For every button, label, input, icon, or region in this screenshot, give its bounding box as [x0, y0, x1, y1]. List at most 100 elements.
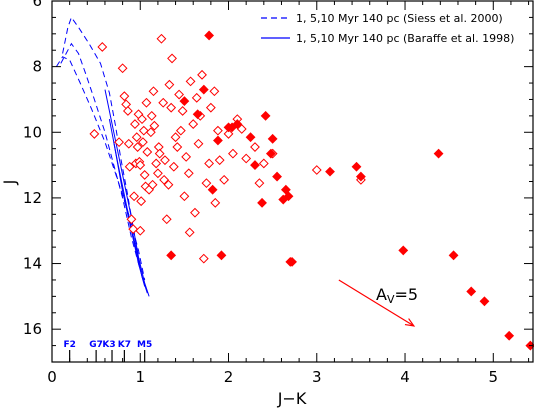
open-diamond-point	[149, 120, 160, 131]
filled-diamond-point	[179, 96, 190, 107]
open-diamond-point	[141, 97, 152, 108]
open-diamond-point	[228, 148, 238, 159]
open-diamond-point	[191, 92, 202, 103]
open-diamond-point	[119, 91, 130, 102]
open-diamond-point	[138, 125, 149, 136]
open-diamond-point	[154, 148, 165, 159]
reddening-arrow-head	[404, 318, 416, 327]
filled-diamond-point	[198, 84, 209, 95]
spectral-type-label: G7	[89, 340, 103, 350]
x-axis-title: J−K	[277, 389, 307, 408]
open-diamond-point	[147, 179, 158, 190]
filled-diamond-point	[351, 161, 362, 172]
reddening-vector: AV=5	[338, 279, 418, 327]
open-diamond-point	[205, 102, 216, 113]
x-tick-label: 1	[135, 368, 145, 386]
open-diamond-point	[126, 214, 137, 225]
filled-diamond-point	[267, 133, 278, 144]
filled-diamond-point	[355, 171, 366, 182]
open-diamond-point	[213, 125, 223, 136]
filled-diamond-point	[287, 256, 297, 267]
open-diamond-point	[153, 168, 163, 179]
reddening-arrow-shaft	[338, 279, 415, 327]
spectral-type-label: K3	[102, 340, 115, 350]
open-diamond-point	[250, 142, 260, 152]
isochrone-track-1	[60, 42, 141, 271]
open-diamond-point	[135, 160, 146, 170]
open-diamond-point	[175, 125, 186, 136]
legend-label-siess: 1, 5,10 Myr 140 pc (Siess et al. 2000)	[296, 12, 503, 25]
filled-diamond-point	[433, 148, 444, 159]
spectral-type-label: K7	[118, 340, 131, 350]
filled-diamond-point	[207, 184, 218, 195]
open-diamond-point	[151, 158, 162, 169]
open-diamond-point	[136, 196, 147, 207]
open-diamond-point	[114, 137, 124, 148]
open-diamond-point	[167, 53, 177, 64]
y-tick-label: 10	[23, 123, 42, 141]
data-points	[89, 30, 534, 351]
open-diamond-point	[172, 142, 183, 152]
open-diamond-point	[128, 224, 139, 234]
open-diamond-point	[123, 138, 134, 149]
reddening-label: AV=5	[376, 285, 418, 306]
open-diamond-point	[209, 86, 220, 97]
open-diamond-point	[311, 165, 322, 175]
open-diamond-point	[122, 106, 133, 116]
x-tick-label: 3	[312, 368, 322, 386]
filled-diamond-point	[272, 171, 282, 182]
filled-diamond-point	[166, 250, 177, 261]
filled-diamond-point	[245, 132, 256, 143]
open-diamond-point	[254, 178, 265, 189]
open-diamond-point	[168, 161, 179, 172]
y-tick-label: 8	[32, 58, 42, 76]
open-diamond-point	[214, 155, 225, 166]
x-tick-label: 2	[224, 368, 234, 386]
open-diamond-point	[258, 158, 269, 169]
open-diamond-point	[163, 179, 174, 190]
open-diamond-point	[164, 79, 175, 90]
open-diamond-point	[130, 119, 140, 129]
spectral-type-label: M5	[137, 340, 152, 350]
open-diamond-point	[177, 106, 188, 116]
open-diamond-point	[181, 151, 192, 162]
y-tick-label: 6	[32, 0, 42, 10]
open-diamond-point	[185, 76, 196, 87]
filled-diamond-point	[448, 250, 459, 261]
filled-diamond-point	[325, 166, 335, 177]
open-diamond-point	[131, 132, 142, 143]
x-tick-label: 0	[47, 368, 57, 386]
open-diamond-point	[184, 227, 195, 238]
filled-diamond-point	[192, 109, 203, 120]
filled-diamond-point	[283, 191, 294, 202]
open-diamond-point	[179, 191, 190, 202]
open-diamond-point	[188, 119, 199, 129]
isochrone-tracks	[55, 16, 150, 297]
filled-diamond-point	[216, 250, 227, 261]
open-diamond-point	[161, 214, 172, 225]
filled-diamond-point	[466, 286, 477, 297]
filled-diamond-point	[232, 119, 243, 129]
open-diamond-point	[193, 138, 204, 149]
filled-diamond-point	[265, 148, 276, 159]
reddening-label-sub: V	[387, 293, 395, 306]
reddening-label-a: A	[376, 285, 387, 304]
open-diamond-point	[156, 33, 167, 44]
y-tick-label: 12	[23, 189, 42, 207]
open-diamond-point	[135, 225, 146, 236]
filled-diamond-point	[213, 135, 223, 146]
spectral-type-label: F2	[63, 340, 75, 350]
open-diamond-point	[174, 89, 184, 100]
y-tick-label: 14	[23, 255, 42, 273]
legend: 1, 5,10 Myr 140 pc (Siess et al. 2000) 1…	[261, 12, 514, 45]
open-diamond-point	[117, 63, 128, 74]
open-diamond-point	[139, 170, 150, 180]
open-diamond-point	[159, 174, 169, 185]
isochrone-track-0	[62, 16, 139, 258]
filled-diamond-point	[280, 184, 291, 195]
open-diamond-point	[236, 124, 247, 134]
open-diamond-point	[89, 129, 100, 139]
open-diamond-point	[132, 142, 143, 152]
open-diamond-point	[183, 168, 194, 179]
